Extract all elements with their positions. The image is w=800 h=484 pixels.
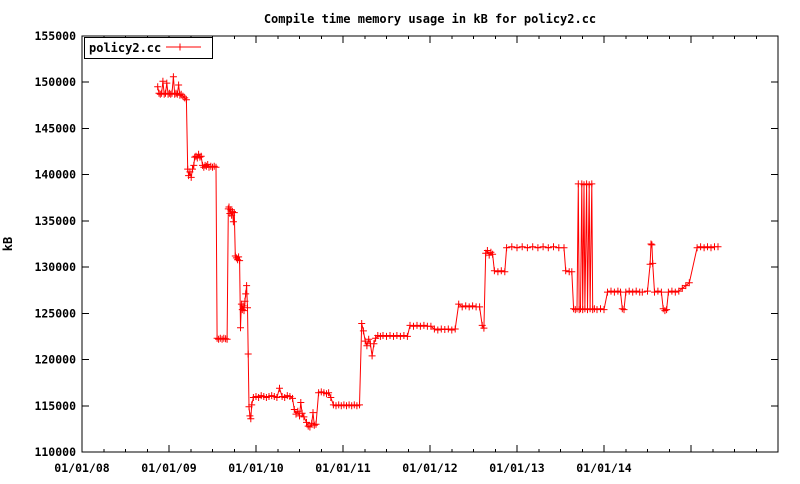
y-axis-title: kB — [1, 237, 15, 251]
legend-box — [84, 37, 213, 59]
x-tick-label: 01/01/14 — [576, 461, 631, 475]
x-axis-labels: 01/01/08 01/01/09 01/01/10 01/01/11 01/01/12… — [54, 461, 631, 475]
x-tick-label: 01/01/08 — [54, 461, 109, 475]
x-tick-label: 01/01/10 — [228, 461, 283, 475]
x-tick-label: 01/01/12 — [402, 461, 457, 475]
y-tick-label: 155000 — [34, 29, 76, 43]
series-line — [157, 76, 718, 428]
legend-label: policy2.cc — [89, 41, 161, 55]
series-markers — [154, 73, 722, 431]
y-tick-label: 120000 — [34, 353, 76, 367]
y-axis-labels: 110000 115000 120000 125000 130000 135000 1400… — [34, 29, 76, 459]
y-tick-label: 140000 — [34, 168, 76, 182]
y-tick-label: 110000 — [34, 445, 76, 459]
y-tick-label: 125000 — [34, 306, 76, 320]
series-policy2-cc — [154, 73, 722, 431]
y-tick-label: 135000 — [34, 214, 76, 228]
legend: policy2.cc — [84, 37, 213, 59]
y-tick-label: 145000 — [34, 121, 76, 135]
y-tick-label: 115000 — [34, 399, 76, 413]
y-tick-label: 150000 — [34, 75, 76, 89]
x-tick-label: 01/01/09 — [141, 461, 196, 475]
y-tick-label: 130000 — [34, 260, 76, 274]
legend-sample-line — [166, 43, 201, 51]
x-tick-label: 01/01/13 — [489, 461, 544, 475]
chart-title: Compile time memory usage in kB for poli… — [263, 12, 597, 26]
x-tick-label: 01/01/11 — [315, 461, 370, 475]
